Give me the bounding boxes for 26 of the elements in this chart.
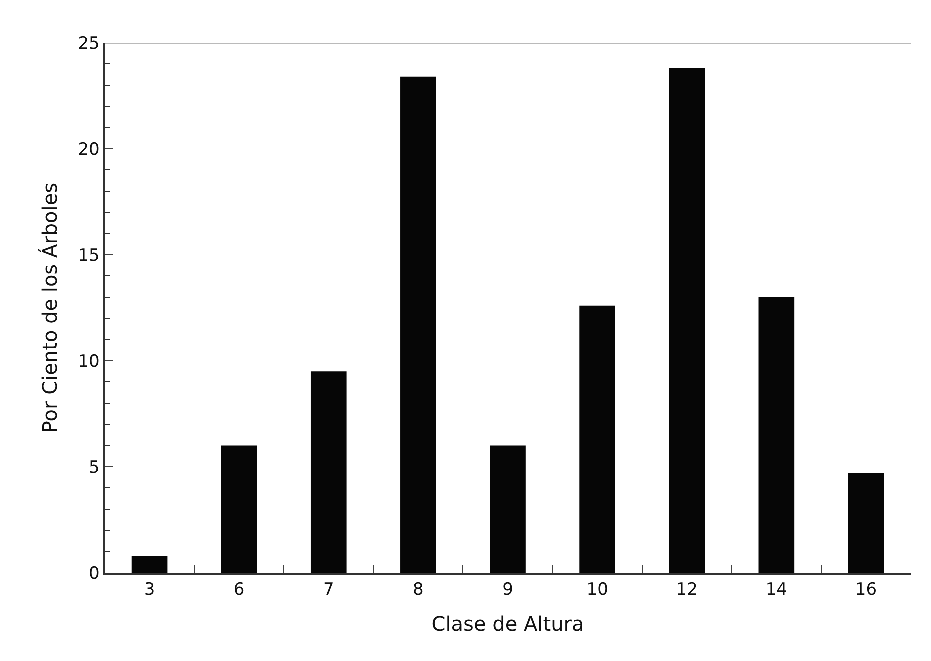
- x-axis-title: Clase de Altura: [432, 612, 584, 636]
- x-tick-label: 12: [676, 580, 698, 600]
- y-tick-label: 10: [78, 352, 100, 372]
- x-tick-label: 16: [855, 580, 878, 600]
- bar: [221, 446, 258, 573]
- x-tick-label: 6: [234, 580, 245, 600]
- y-axis-title: Por Ciento de los Árboles: [38, 182, 62, 434]
- bar: [669, 68, 706, 573]
- y-tick-label: 25: [78, 34, 100, 54]
- bar: [490, 446, 526, 573]
- bar: [310, 372, 347, 573]
- y-tick-label: 20: [78, 140, 100, 160]
- x-tick-label: 14: [766, 580, 788, 600]
- bar: [758, 297, 795, 573]
- bar: [400, 76, 436, 573]
- x-tick-label: 7: [323, 580, 334, 600]
- x-tick-label: 3: [144, 580, 156, 600]
- bar: [580, 306, 616, 573]
- x-tick-label: 9: [502, 580, 514, 600]
- y-tick-label: 5: [89, 458, 100, 478]
- y-tick-label: 15: [78, 246, 100, 266]
- x-tick-label: 10: [586, 580, 608, 600]
- bar: [848, 473, 884, 573]
- y-tick-label: 0: [89, 564, 100, 584]
- x-tick-label: 8: [413, 580, 424, 600]
- bar: [132, 556, 168, 573]
